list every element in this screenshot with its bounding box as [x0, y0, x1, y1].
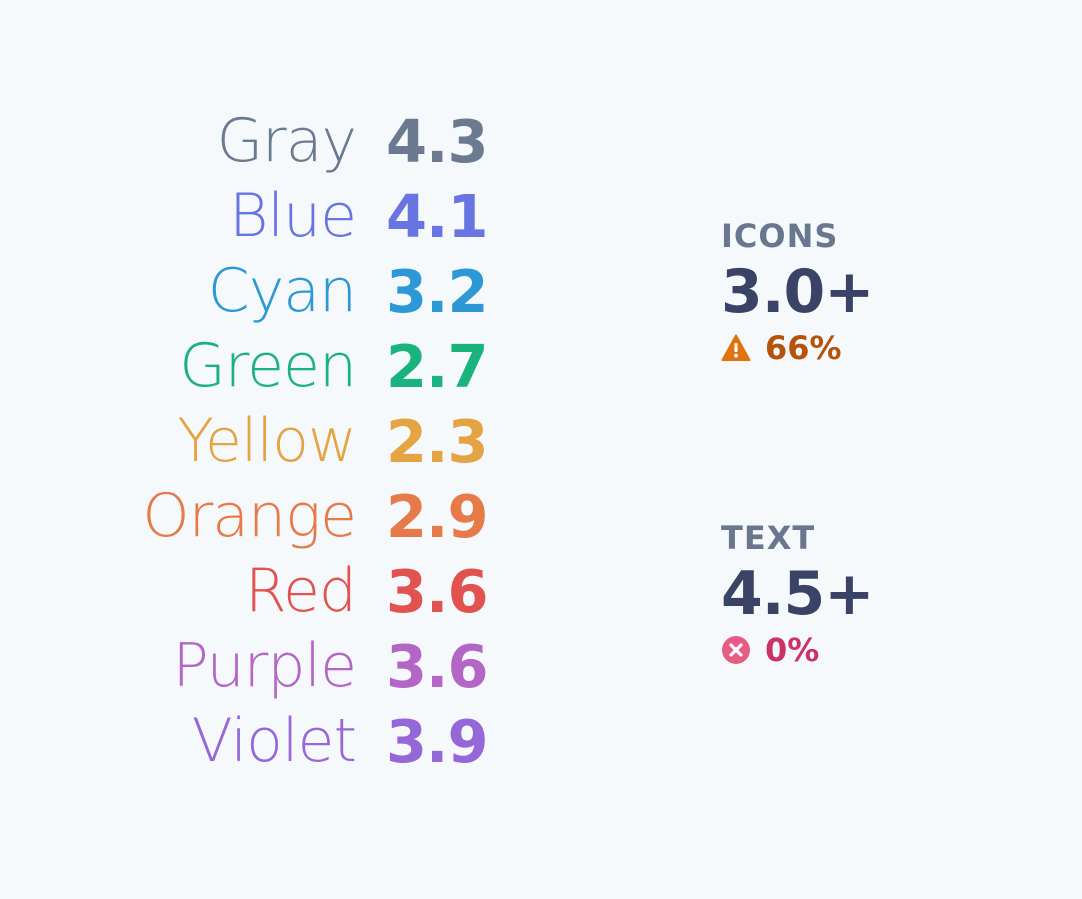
color-name: Blue — [229, 181, 357, 251]
contrast-value: 4.1 — [386, 182, 489, 251]
color-name: Green — [179, 331, 357, 401]
contrast-value: 3.6 — [386, 557, 489, 626]
color-name: Purple — [172, 631, 357, 701]
color-name: Red — [245, 556, 357, 626]
icons-threshold-panel: ICONS 3.0+ 66% — [721, 214, 1021, 368]
color-row-green: Green 2.7 — [0, 329, 500, 404]
contrast-value: 4.3 — [386, 107, 489, 176]
color-name: Cyan — [207, 256, 357, 326]
color-name: Violet — [191, 706, 357, 776]
color-row-gray: Gray 4.3 — [0, 104, 500, 179]
text-status: 0% — [721, 630, 1021, 670]
color-row-purple: Purple 3.6 — [0, 629, 500, 704]
color-row-blue: Blue 4.1 — [0, 179, 500, 254]
color-contrast-list: Gray 4.3 Blue 4.1 Cyan 3.2 Green 2.7 Yel… — [0, 104, 500, 779]
error-icon — [722, 636, 750, 664]
color-row-red: Red 3.6 — [0, 554, 500, 629]
text-pass-rate: 0% — [765, 631, 820, 669]
contrast-value: 2.3 — [386, 407, 489, 476]
color-name: Yellow — [177, 406, 357, 476]
text-threshold-panel: TEXT 4.5+ 0% — [721, 516, 1021, 670]
contrast-value: 2.7 — [386, 332, 489, 401]
icons-heading: ICONS — [721, 217, 839, 255]
icons-pass-rate: 66% — [765, 329, 842, 367]
icons-status: 66% — [721, 328, 1021, 368]
contrast-value: 3.6 — [386, 632, 489, 701]
color-name: Gray — [216, 106, 357, 176]
color-row-yellow: Yellow 2.3 — [0, 404, 500, 479]
icons-threshold-value: 3.0+ — [721, 257, 875, 327]
contrast-value: 3.2 — [386, 257, 489, 326]
color-row-violet: Violet 3.9 — [0, 704, 500, 779]
color-name: Orange — [142, 481, 357, 551]
contrast-value: 2.9 — [386, 482, 489, 551]
text-heading: TEXT — [721, 519, 816, 557]
color-row-cyan: Cyan 3.2 — [0, 254, 500, 329]
contrast-value: 3.9 — [386, 707, 489, 776]
warning-icon — [721, 334, 751, 361]
color-row-orange: Orange 2.9 — [0, 479, 500, 554]
text-threshold-value: 4.5+ — [721, 559, 875, 629]
